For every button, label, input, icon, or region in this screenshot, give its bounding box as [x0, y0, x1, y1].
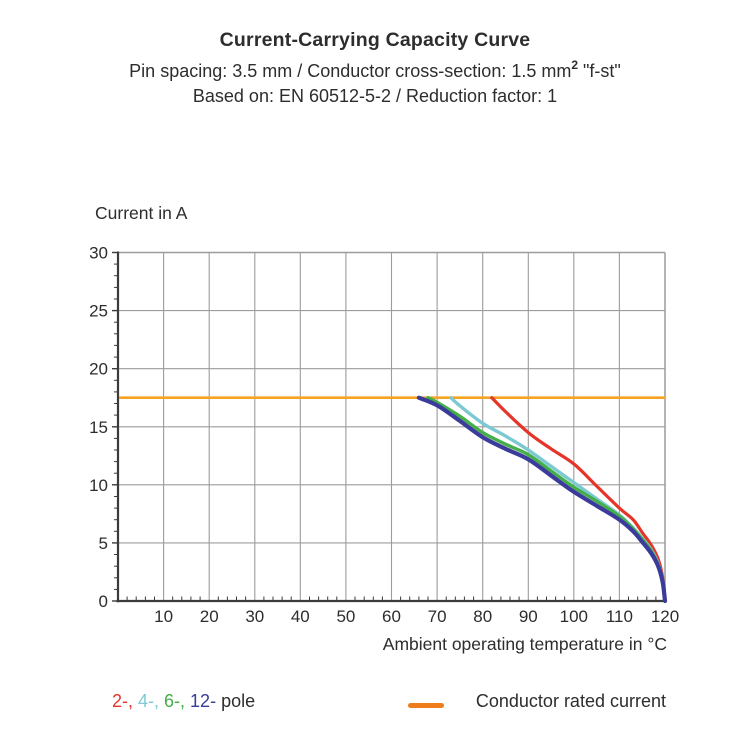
y-tick-label: 20 — [89, 360, 108, 379]
y-tick-label: 0 — [99, 592, 108, 611]
legend-pole-6: 6-, — [164, 691, 191, 711]
chart-subtitle: Pin spacing: 3.5 mm / Conductor cross-se… — [0, 58, 750, 82]
x-tick-label: 110 — [606, 607, 633, 626]
y-axis-title: Current in A — [95, 203, 188, 223]
y-tick-label: 25 — [89, 302, 108, 321]
legend-pole-2: 2-, — [112, 691, 139, 711]
legend-pole-counts: 2-, 4-, 6-, 12- pole — [112, 691, 255, 712]
x-tick-label: 120 — [651, 607, 679, 626]
x-tick-label: 30 — [245, 607, 264, 626]
legend-rated-current-label: Conductor rated current — [475, 691, 666, 711]
subtitle-suffix: "f-st" — [578, 61, 621, 81]
x-tick-label: 40 — [291, 607, 310, 626]
subtitle-superscript: 2 — [571, 58, 579, 72]
series-curve-12-pole — [416, 395, 668, 604]
x-tick-label: 100 — [560, 607, 588, 626]
x-tick-label: 60 — [382, 607, 401, 626]
x-axis-title: Ambient operating temperature in °C — [382, 634, 667, 654]
chart-title: Current-Carrying Capacity Curve — [219, 29, 531, 51]
x-tick-label: 20 — [200, 607, 219, 626]
y-tick-label: 5 — [99, 534, 108, 553]
legend-pole-suffix: pole — [216, 691, 256, 711]
chart-subtitle-standard: Based on: EN 60512-5-2 / Reduction facto… — [192, 86, 558, 106]
legend-pole-12: 12- — [190, 691, 217, 711]
x-tick-label: 70 — [428, 607, 447, 626]
x-tick-label: 50 — [336, 607, 355, 626]
x-tick-label: 10 — [154, 607, 173, 626]
x-tick-label: 80 — [473, 607, 492, 626]
y-tick-label: 15 — [89, 418, 108, 437]
y-tick-label: 30 — [89, 244, 108, 263]
series-curve-6-pole — [426, 396, 667, 603]
rated-current-line-swatch — [408, 703, 444, 708]
x-tick-label: 90 — [519, 607, 538, 626]
y-tick-label: 10 — [89, 476, 108, 495]
legend-pole-4: 4-, — [138, 691, 165, 711]
subtitle-prefix: Pin spacing: 3.5 mm / Conductor cross-se… — [129, 61, 572, 81]
series-curve-2-pole — [490, 396, 667, 603]
